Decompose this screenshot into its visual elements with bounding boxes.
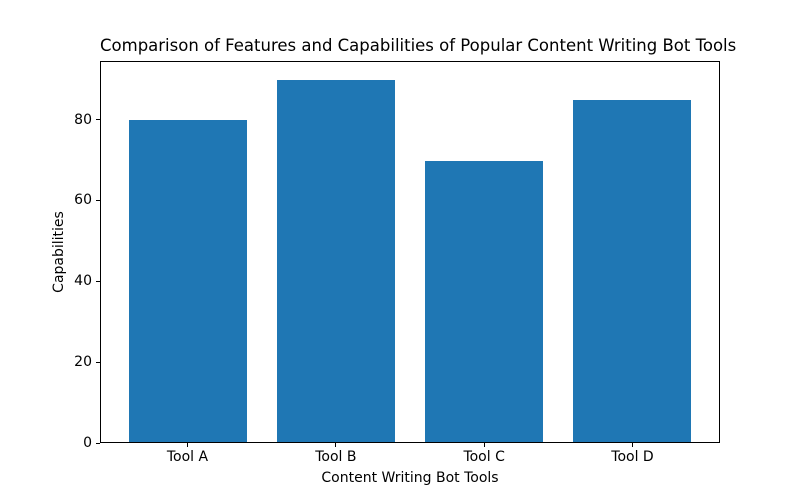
bar-tool-b [276, 80, 396, 442]
bar-tool-a [129, 120, 248, 442]
y-tick-mark [96, 280, 100, 282]
y-tick-label: 60 [74, 192, 92, 209]
y-tick-mark [96, 119, 100, 121]
x-tick-label: Tool A [166, 449, 209, 465]
y-tick-label: 20 [74, 354, 92, 371]
y-tick-mark [96, 442, 100, 444]
plot-area [100, 61, 720, 443]
x-tick-mark [483, 443, 485, 447]
bar-tool-c [424, 160, 544, 442]
x-tick-mark [335, 443, 337, 447]
y-tick-mark [96, 199, 100, 201]
y-tick-label: 0 [83, 435, 92, 451]
y-tick-label: 40 [74, 273, 92, 290]
chart-title: Comparison of Features and Capabilities … [100, 36, 737, 55]
x-tick-label: Tool B [315, 449, 357, 465]
bar-tool-d [572, 100, 691, 442]
x-tick-label: Tool C [463, 449, 505, 465]
y-tick-label: 80 [74, 111, 92, 128]
x-tick-mark [631, 443, 633, 447]
y-axis-label: Capabilities [51, 211, 67, 293]
y-tick-mark [96, 361, 100, 363]
x-tick-mark [187, 443, 188, 447]
x-tick-label: Tool D [611, 449, 654, 465]
x-axis-label: Content Writing Bot Tools [321, 470, 499, 486]
